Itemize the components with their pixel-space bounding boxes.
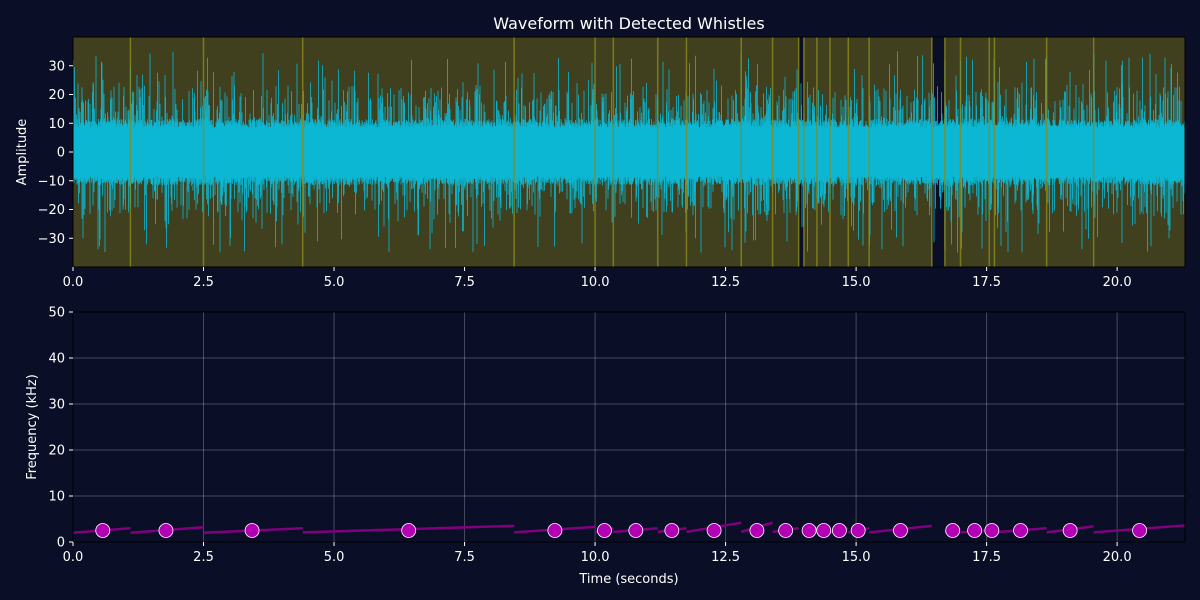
y-tick-label: −20 [38, 203, 65, 218]
y-tick-label: 30 [48, 59, 65, 74]
x-tick-label: 0.0 [63, 550, 84, 565]
whistle-point [1062, 523, 1078, 538]
frequency-y-ticks: 0 10 20 30 40 50 [48, 306, 73, 551]
x-tick-label: 20.0 [1103, 550, 1132, 565]
whistle-point [893, 523, 908, 538]
whistle-point [816, 523, 832, 538]
x-tick-label: 2.5 [193, 550, 214, 565]
y-tick-label: 0 [57, 536, 65, 551]
frequency-y-axis-label: Frequency (kHz) [25, 374, 40, 480]
x-tick-label: 12.5 [711, 550, 740, 565]
x-tick-label: 10.0 [581, 550, 610, 565]
whistle-point [984, 523, 1000, 538]
whistle-point [749, 523, 765, 538]
y-tick-label: −10 [38, 174, 65, 189]
whistle-points [95, 523, 1147, 538]
frequency-frame [72, 311, 1186, 543]
x-tick-label: 15.0 [842, 275, 871, 290]
y-tick-label: 50 [48, 306, 65, 321]
whistle-point [706, 523, 722, 538]
y-tick-label: 30 [48, 398, 65, 413]
waveform-x-ticks: 0.0 2.5 5.0 7.5 10.0 12.5 15.0 17.5 20.0 [63, 267, 1132, 290]
whistle-point [850, 523, 866, 538]
whistle-point [95, 523, 111, 538]
x-tick-label: 17.5 [972, 550, 1001, 565]
whistle-point [801, 523, 817, 538]
frequency-plot-background [73, 312, 1185, 542]
whistle-point [1132, 523, 1147, 538]
frequency-axes: 0.0 2.5 5.0 7.5 10.0 12.5 15.0 17.5 20.0 0 10 20 30… [25, 306, 1186, 587]
whistle-point [778, 523, 794, 538]
whistle-point [547, 523, 563, 538]
x-tick-label: 7.5 [454, 550, 475, 565]
x-tick-label: 2.5 [193, 275, 214, 290]
y-tick-label: 10 [48, 117, 65, 132]
x-tick-label: 17.5 [972, 275, 1001, 290]
x-tick-label: 5.0 [324, 275, 345, 290]
region-edge-lines [129, 37, 1095, 267]
x-tick-label: 0.0 [63, 275, 84, 290]
whistle-point [664, 523, 680, 538]
waveform-y-axis-label: Amplitude [15, 119, 30, 186]
whistle-point [628, 523, 644, 538]
y-tick-label: 10 [48, 490, 65, 505]
whistle-point [244, 523, 260, 538]
x-tick-label: 12.5 [711, 275, 740, 290]
whistle-point [401, 523, 417, 538]
y-tick-label: 40 [48, 352, 65, 367]
whistle-point [597, 523, 612, 538]
x-tick-label: 15.0 [842, 550, 871, 565]
y-tick-label: −30 [38, 232, 65, 247]
frequency-x-ticks: 0.0 2.5 5.0 7.5 10.0 12.5 15.0 17.5 20.0 [63, 542, 1132, 565]
whistle-point [967, 523, 983, 538]
whistle-point [158, 523, 174, 538]
y-tick-label: 20 [48, 88, 65, 103]
x-tick-label: 7.5 [454, 275, 475, 290]
waveform-axes: 0.0 2.5 5.0 7.5 10.0 12.5 15.0 17.5 20.0 30 20 10 0… [15, 36, 1186, 290]
y-tick-label: 20 [48, 444, 65, 459]
waveform-y-ticks: 30 20 10 0 −10 −20 −30 [38, 59, 73, 247]
x-tick-label: 5.0 [324, 550, 345, 565]
whistle-point [1013, 523, 1028, 538]
y-tick-label: 0 [57, 146, 65, 161]
x-tick-label: 20.0 [1103, 275, 1132, 290]
waveform-title: Waveform with Detected Whistles [493, 14, 764, 33]
whistle-point [831, 523, 847, 538]
frequency-x-axis-label: Time (seconds) [578, 572, 678, 587]
whistle-point [945, 523, 961, 538]
x-tick-label: 10.0 [581, 275, 610, 290]
